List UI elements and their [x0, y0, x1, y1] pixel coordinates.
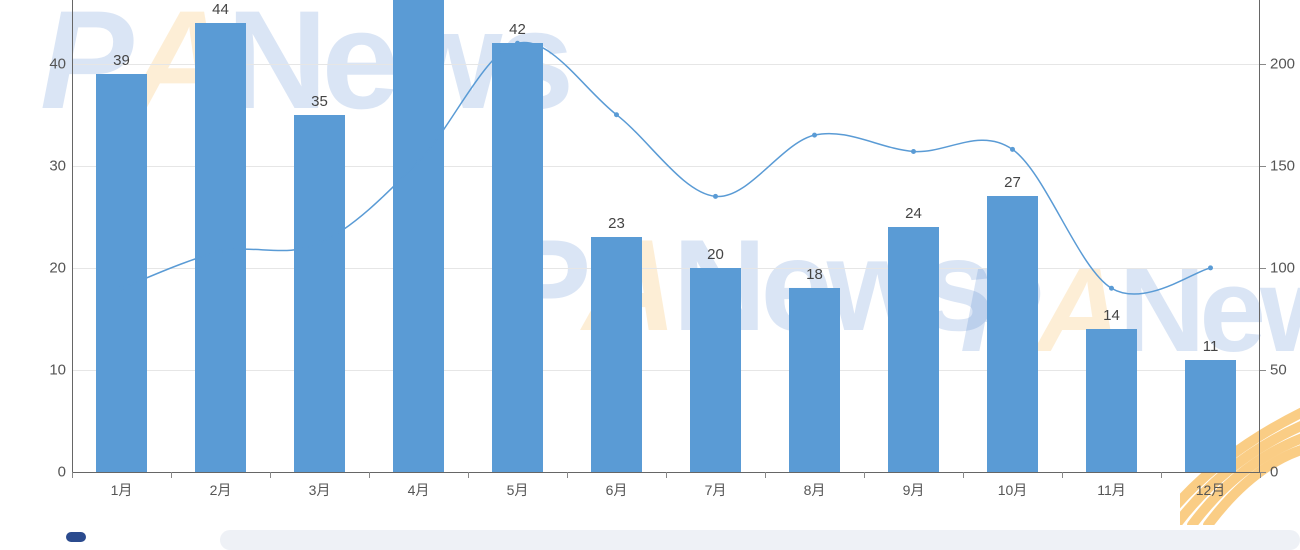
x-tick-mark [864, 472, 865, 478]
x-tick-label: 7月 [705, 480, 727, 500]
x-tick-label: 12月 [1196, 480, 1226, 500]
x-tick-label: 11月 [1097, 480, 1126, 500]
y-right-tick-label: 50 [1270, 361, 1287, 378]
y-left-tick-label: 20 [38, 259, 66, 276]
y-right-tick-label: 200 [1270, 55, 1295, 72]
x-tick-label: 5月 [507, 480, 529, 500]
x-tick-mark [171, 472, 172, 478]
footer-bar [220, 530, 1300, 550]
y-left-tick-label: 30 [38, 157, 66, 174]
y-axis-left-line [72, 0, 73, 472]
y-left-tick-label: 40 [38, 55, 66, 72]
x-tick-label: 4月 [408, 480, 430, 500]
x-tick-mark [468, 472, 469, 478]
x-tick-mark [1161, 472, 1162, 478]
y-right-tick-mark [1260, 64, 1266, 65]
y-left-tick-label: 10 [38, 361, 66, 378]
x-tick-label: 9月 [903, 480, 925, 500]
y-left-tick-label: 0 [38, 464, 66, 481]
x-tick-mark [369, 472, 370, 478]
x-tick-label: 6月 [606, 480, 628, 500]
x-tick-mark [963, 472, 964, 478]
y-right-tick-mark [1260, 370, 1266, 371]
y-right-tick-label: 150 [1270, 157, 1295, 174]
y-right-tick-label: 100 [1270, 259, 1295, 276]
x-tick-label: 2月 [210, 480, 232, 500]
x-tick-mark [666, 472, 667, 478]
y-axis-right-line [1259, 0, 1260, 472]
x-tick-label: 10月 [998, 480, 1028, 500]
plot-area: 3944354223201824271411010203040050100150… [72, 0, 1260, 472]
y-right-tick-mark [1260, 166, 1266, 167]
y-right-tick-mark [1260, 268, 1266, 269]
x-tick-mark [72, 472, 73, 478]
x-tick-mark [765, 472, 766, 478]
y-right-tick-label: 0 [1270, 464, 1278, 481]
line-series [72, 0, 1260, 472]
legend-pill [66, 532, 86, 542]
x-tick-mark [1260, 472, 1261, 478]
x-tick-label: 8月 [804, 480, 826, 500]
x-tick-mark [567, 472, 568, 478]
x-tick-mark [1062, 472, 1063, 478]
x-tick-label: 3月 [309, 480, 331, 500]
x-tick-mark [270, 472, 271, 478]
x-tick-label: 1月 [111, 480, 133, 500]
